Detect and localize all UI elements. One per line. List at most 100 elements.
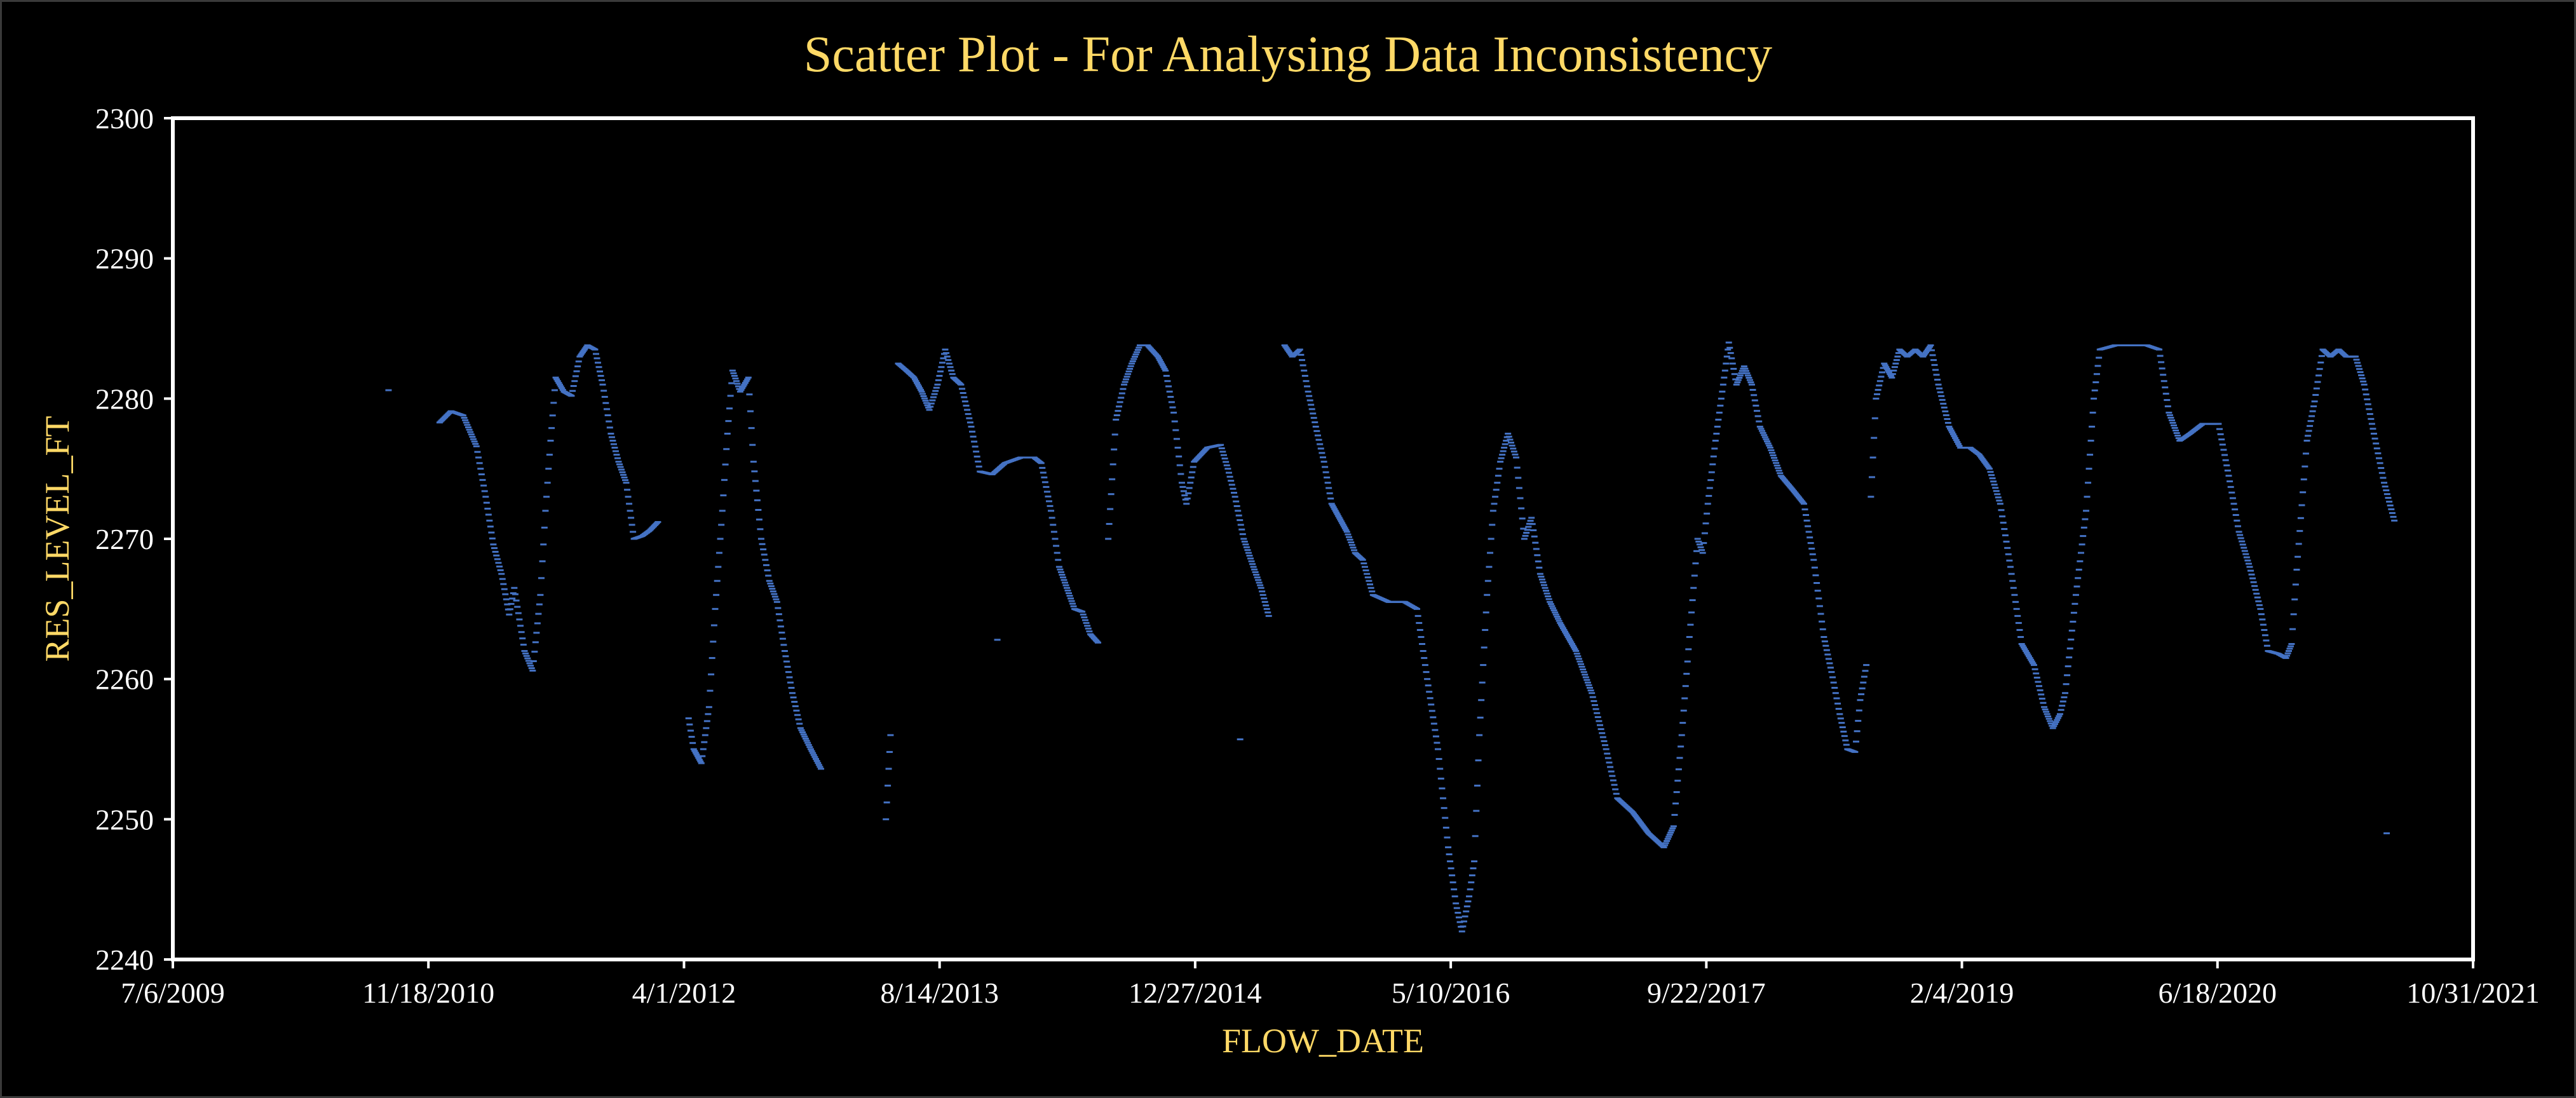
- data-point-interp: [1719, 390, 1726, 393]
- data-point-interp: [2087, 440, 2094, 442]
- data-point-interp: [2047, 722, 2054, 725]
- data-point: [2007, 566, 2014, 568]
- data-point-interp: [764, 569, 771, 572]
- data-point: [724, 433, 731, 435]
- data-point-interp: [2091, 389, 2098, 391]
- data-point-interp: [2080, 535, 2087, 538]
- data-point-interp: [1191, 459, 1198, 462]
- data-point-interp: [602, 402, 609, 404]
- data-point-interp: [1635, 819, 1642, 822]
- data-point-interp: [1538, 578, 1545, 581]
- data-point-interp: [1235, 510, 1242, 512]
- data-point: [729, 369, 736, 372]
- data-point-interp: [1922, 351, 1929, 354]
- data-point-interp: [1505, 435, 1512, 438]
- data-point-interp: [2380, 477, 2387, 479]
- data-point: [1536, 573, 1543, 575]
- data-point: [2257, 607, 2264, 610]
- data-point-interp: [1226, 475, 1233, 478]
- data-point-interp: [1364, 576, 1371, 579]
- data-point-interp: [1314, 434, 1321, 437]
- data-point-interp: [2253, 592, 2260, 595]
- data-point-interp: [1283, 347, 1290, 349]
- data-point-interp: [2084, 496, 2091, 498]
- data-point-interp: [1602, 744, 1609, 747]
- data-point: [958, 383, 965, 386]
- data-point-interp: [1832, 692, 1839, 695]
- x-axis-ticks: 7/6/2009 11/18/2010 4/1/2012 8/14/2013 12/27…: [121, 959, 2540, 1009]
- data-point-interp: [1978, 456, 1985, 459]
- data-point-interp: [2245, 562, 2252, 565]
- data-point-interp: [1061, 579, 1068, 581]
- data-point-interp: [1080, 613, 1087, 616]
- data-point-interp: [1830, 681, 1837, 684]
- data-point-interp: [1599, 736, 1606, 738]
- data-point-interp: [1327, 498, 1334, 500]
- data-point-interp: [1566, 639, 1573, 642]
- data-point-interp: [1149, 349, 1156, 352]
- data-point: [615, 461, 622, 463]
- data-point-interp: [710, 640, 717, 643]
- data-point-interp: [1463, 910, 1470, 912]
- data-point-interp: [786, 676, 793, 679]
- data-point-interp: [1829, 676, 1836, 679]
- data-point-interp: [540, 543, 547, 546]
- data-point-interp: [1064, 589, 1071, 592]
- data-point-interp: [2045, 717, 2052, 720]
- data-point-interp: [1202, 449, 1209, 451]
- data-point: [1986, 468, 1993, 470]
- data-point-interp: [939, 362, 946, 364]
- data-point-interp: [1066, 595, 1073, 597]
- data-point-interp: [971, 440, 978, 443]
- data-point-interp: [1441, 807, 1447, 810]
- data-point-interp: [1116, 405, 1123, 408]
- data-point-interp: [582, 347, 589, 349]
- data-point-interp: [2242, 553, 2249, 555]
- data-point-interp: [1840, 730, 1847, 733]
- data-point-interp: [1834, 702, 1841, 705]
- data-point-interp: [2005, 553, 2012, 555]
- data-point-interp: [1987, 471, 1994, 473]
- data-point-interp: [741, 383, 748, 386]
- data-point-interp: [441, 416, 448, 419]
- data-point-interp: [1159, 364, 1166, 367]
- data-point-interp: [2068, 638, 2075, 640]
- data-point-interp: [1951, 435, 1958, 438]
- data-point-interp: [1929, 354, 1936, 356]
- data-point-interp: [1612, 788, 1619, 790]
- data-point-interp: [1421, 657, 1428, 660]
- data-point-interp: [1955, 443, 1962, 445]
- data-point-interp: [1132, 353, 1139, 356]
- data-point-interp: [973, 456, 980, 458]
- data-point: [1497, 461, 1504, 463]
- data-point-interp: [523, 654, 530, 657]
- data-point-interp: [1481, 646, 1488, 649]
- data-point-interp: [1701, 532, 1708, 534]
- data-point-interp: [744, 378, 751, 381]
- data-point: [736, 390, 743, 393]
- data-point-interp: [2316, 368, 2323, 370]
- data-point-interp: [1333, 512, 1340, 514]
- data-point-interp: [1252, 571, 1259, 573]
- data-point-interp: [1284, 348, 1291, 351]
- data-point-interp: [1085, 627, 1092, 630]
- data-point: [994, 639, 1001, 641]
- data-point-interp: [2317, 362, 2324, 364]
- data-point-interp: [1575, 658, 1582, 660]
- data-point-interp: [2093, 373, 2100, 376]
- data-point-interp: [539, 560, 546, 562]
- data-point-interp: [1482, 628, 1489, 631]
- data-point-interp: [1721, 369, 1728, 372]
- data-point: [1670, 825, 1677, 827]
- data-point-interp: [1858, 693, 1865, 696]
- data-point: [750, 461, 757, 463]
- data-point: [2282, 657, 2289, 660]
- data-point-interp: [606, 420, 613, 423]
- data-point: [1170, 411, 1177, 414]
- data-point: [1087, 633, 1094, 635]
- data-point: [2049, 727, 2056, 729]
- data-point-interp: [1285, 349, 1292, 352]
- data-point-interp: [1426, 691, 1433, 693]
- data-point-interp: [751, 470, 758, 473]
- data-point-interp: [626, 503, 633, 505]
